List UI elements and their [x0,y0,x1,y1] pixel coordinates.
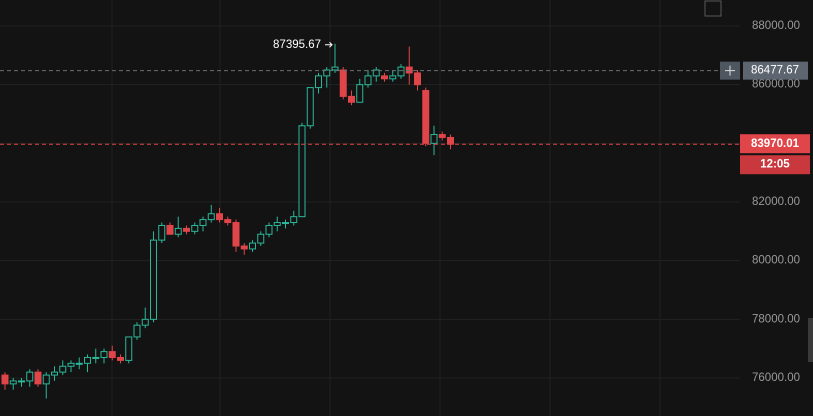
candle-body [405,66,413,74]
candle-body [348,95,355,103]
y-tick-label: 86000.00 [752,79,800,91]
candle-body [34,371,42,385]
candle-body [430,134,438,144]
candle-body [51,371,58,376]
candle-body [117,356,124,361]
candle-body [315,75,322,89]
candle-body [381,75,388,80]
candle-body [447,136,454,145]
countdown-box [740,155,810,175]
candle-body [323,69,331,77]
candles [1,43,454,399]
candle-body [100,351,108,358]
last-price-box [740,134,810,154]
candle-body [59,365,67,373]
last-price: 83970.01 [751,138,800,150]
candle-body [265,224,273,235]
candle-body [92,356,100,359]
candle-body [216,213,223,221]
candle-body [18,380,25,383]
candle-body [397,66,405,77]
candle-body [174,227,182,235]
candle-body [199,219,207,226]
candle-body [141,318,149,326]
candle-body [1,374,9,385]
countdown: 12:05 [760,159,790,171]
crosshair-plus [725,65,735,76]
y-tick-label: 88000.00 [752,20,800,32]
candle-body [224,219,232,224]
candle-body [356,84,364,103]
candle-body [240,245,248,250]
candle-body [207,213,215,221]
candle-body [306,87,314,127]
y-tick-label: 80000.00 [752,255,800,267]
candle-body [422,90,430,144]
candle-body [298,125,306,218]
candle-body [282,222,289,225]
high-marker-arrow [325,41,333,48]
candle-body [67,362,75,367]
candle-body [372,69,380,77]
candle-body [364,75,372,86]
candle-body [125,336,133,361]
candle-body [414,72,421,86]
candle-body [249,242,256,250]
candle-body [133,324,141,338]
side-handle[interactable] [808,318,813,362]
candle-body [331,66,339,71]
candle-body [75,362,83,365]
candle-body [26,371,34,382]
grid [0,0,740,416]
candle-body [166,224,174,235]
overlays: 88000.0086000.0084000.0082000.0080000.00… [0,20,810,384]
candle-body [158,224,166,241]
crosshair-price: 86477.67 [751,65,799,77]
candle-body [150,239,157,320]
candle-body [257,233,265,244]
y-tick-label: 78000.00 [752,313,800,325]
crosshair-price-box [743,61,808,80]
candle-body [183,227,190,232]
fullscreen-icon[interactable] [704,0,722,17]
candle-body [438,134,446,138]
high-marker-label: 87395.67 [273,39,321,51]
candle-body [108,351,116,358]
candle-body [9,380,17,385]
candle-body [290,216,298,224]
y-tick-label: 82000.00 [752,196,800,208]
candle-body [389,75,397,80]
candle-body [84,356,91,364]
candle-body [191,224,199,232]
candle-body [42,374,50,385]
candle-body [273,222,281,226]
candle-body [339,69,347,97]
y-tick-label: 76000.00 [752,372,800,384]
candle-body [232,222,240,247]
